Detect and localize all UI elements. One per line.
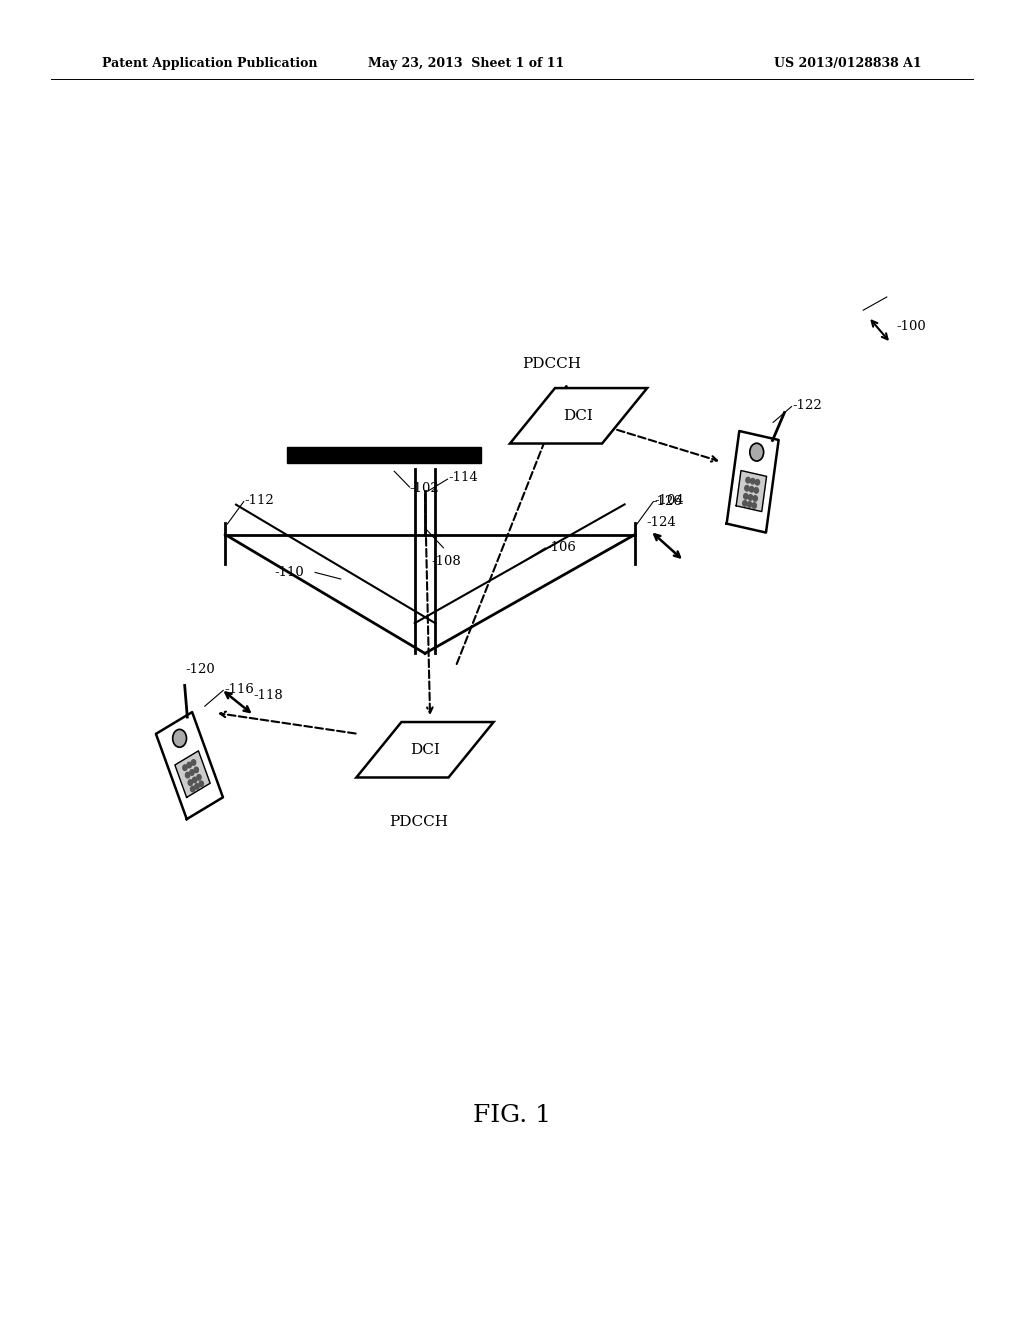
Polygon shape [175,751,210,797]
Text: -110: -110 [274,566,304,579]
Text: PDCCH: PDCCH [522,358,582,371]
Circle shape [750,487,754,492]
Circle shape [199,781,204,787]
Circle shape [745,478,751,483]
Text: -116: -116 [224,682,254,696]
Circle shape [187,762,191,768]
Circle shape [749,495,753,500]
Text: -112: -112 [245,494,274,507]
Polygon shape [736,470,767,512]
Circle shape [195,784,199,789]
Text: -104: -104 [654,494,684,507]
Text: FIG. 1: FIG. 1 [473,1104,551,1127]
Circle shape [182,764,187,771]
Circle shape [744,486,750,491]
Text: DCI: DCI [410,743,440,756]
Text: -118: -118 [253,689,283,702]
Text: -100: -100 [896,319,926,333]
Polygon shape [356,722,494,777]
Circle shape [190,787,195,792]
Text: -122: -122 [793,399,822,412]
Circle shape [754,487,759,494]
Circle shape [752,503,757,508]
Text: -114: -114 [449,471,478,484]
Polygon shape [510,388,647,444]
Polygon shape [287,447,481,463]
Text: PDCCH: PDCCH [389,816,449,829]
Text: -124: -124 [647,516,677,528]
Text: -120: -120 [185,663,215,676]
Circle shape [743,494,748,499]
Circle shape [188,780,193,785]
Circle shape [189,770,195,775]
Circle shape [195,767,199,772]
Text: -102: -102 [410,482,439,495]
Text: -108: -108 [431,554,461,568]
Circle shape [756,479,760,484]
Text: Patent Application Publication: Patent Application Publication [102,57,317,70]
Circle shape [750,444,764,461]
Text: -106: -106 [546,541,577,554]
Text: US 2013/0128838 A1: US 2013/0128838 A1 [774,57,922,70]
Circle shape [193,777,197,783]
Circle shape [748,502,752,507]
Circle shape [751,478,755,484]
Circle shape [191,760,196,766]
Polygon shape [727,432,778,532]
Circle shape [185,772,189,777]
Text: DCI: DCI [563,409,594,422]
Text: -126: -126 [652,495,682,508]
Circle shape [197,775,201,780]
Circle shape [173,730,186,747]
Circle shape [753,496,758,502]
Text: May 23, 2013  Sheet 1 of 11: May 23, 2013 Sheet 1 of 11 [368,57,564,70]
Circle shape [742,500,746,506]
Polygon shape [156,711,223,820]
